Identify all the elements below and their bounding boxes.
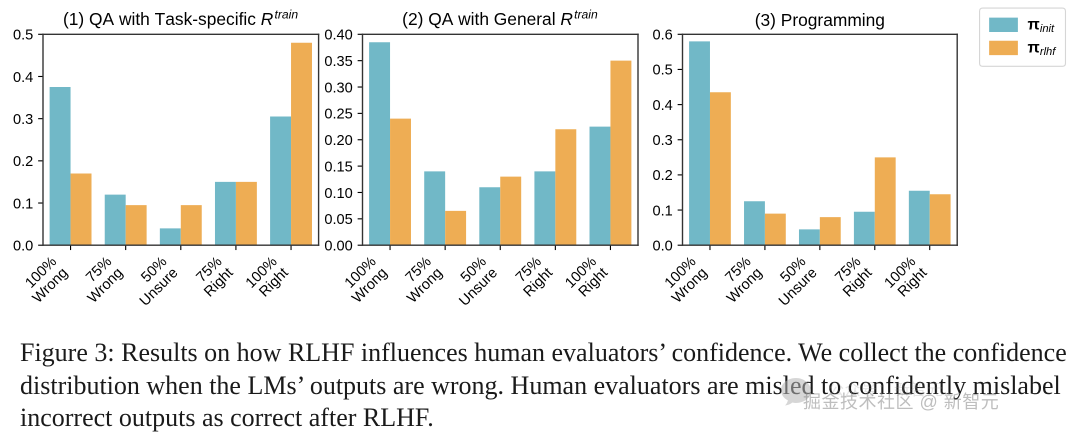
svg-text:0.2: 0.2	[653, 168, 673, 184]
svg-text:0.0: 0.0	[13, 238, 33, 254]
svg-text:0.05: 0.05	[324, 212, 352, 228]
svg-text:(3) Programming: (3) Programming	[755, 10, 885, 30]
svg-text:0.25: 0.25	[324, 107, 352, 123]
svg-text:0.35: 0.35	[324, 54, 352, 70]
svg-text:0.15: 0.15	[324, 159, 352, 175]
svg-text:0.20: 0.20	[324, 133, 352, 149]
svg-text:0.10: 0.10	[324, 186, 352, 202]
svg-text:0.3: 0.3	[653, 133, 673, 149]
svg-text:0.2: 0.2	[13, 154, 33, 170]
svg-text:0.3: 0.3	[13, 112, 33, 128]
svg-text:0.30: 0.30	[324, 80, 352, 96]
svg-text:0.1: 0.1	[13, 196, 33, 212]
svg-text:0.4: 0.4	[653, 98, 673, 114]
svg-text:0.6: 0.6	[653, 28, 673, 44]
svg-text:0.00: 0.00	[324, 238, 352, 254]
svg-text:0.1: 0.1	[653, 203, 673, 219]
svg-text:0.4: 0.4	[13, 70, 33, 86]
svg-text:0.5: 0.5	[653, 63, 673, 79]
svg-text:0.0: 0.0	[653, 238, 673, 254]
svg-text:0.40: 0.40	[324, 28, 352, 44]
svg-text:0.5: 0.5	[13, 28, 33, 44]
